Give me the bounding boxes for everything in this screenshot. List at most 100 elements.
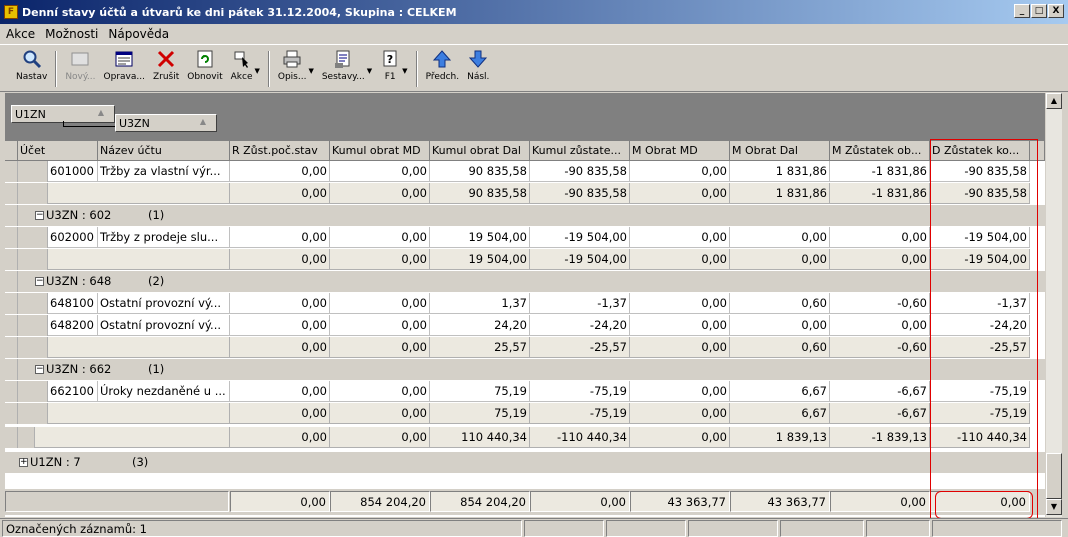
cell-m-zust-ob[interactable]: -0,60 (830, 337, 930, 358)
cell-kumul-md[interactable]: 0,00 (330, 161, 430, 182)
cell-kumul-dal[interactable]: 19 504,00 (430, 249, 530, 270)
cell-kumul-md[interactable]: 0,00 (330, 183, 430, 204)
collapse-icon[interactable]: − (35, 364, 44, 374)
cell-r-zust[interactable]: 0,00 (230, 315, 330, 336)
cell-kumul-zust[interactable]: -1,37 (530, 293, 630, 314)
f1-dropdown-icon[interactable]: ▼ (402, 67, 408, 75)
col-header-r-zust[interactable]: R Zůst.poč.stav (230, 141, 330, 161)
menu-akce[interactable]: Akce (6, 26, 36, 41)
cell-ucet[interactable]: 662100 (48, 381, 98, 402)
group-summary-row[interactable]: 0,00 0,00 75,19 -75,19 0,00 6,67 -6,67 -… (5, 403, 1045, 424)
expand-icon[interactable]: + (19, 457, 28, 467)
cell-m-zust-ob[interactable]: 0,00 (830, 315, 930, 336)
cell-r-zust[interactable]: 0,00 (230, 293, 330, 314)
cell-m-dal[interactable]: 0,00 (730, 315, 830, 336)
opis-button[interactable]: Opis... (274, 49, 311, 89)
table-row[interactable]: 662100 Úroky nezdaněné u ... 0,00 0,00 7… (5, 381, 1045, 402)
cell-d-zust-ko[interactable]: -19 504,00 (930, 227, 1030, 248)
cell-m-dal[interactable]: 0,00 (730, 249, 830, 270)
cell-kumul-dal[interactable]: 19 504,00 (430, 227, 530, 248)
cell-m-zust-ob[interactable]: 0,00 (830, 227, 930, 248)
cell-m-md[interactable]: 0,00 (630, 427, 730, 448)
nastav-button[interactable]: Nastav (12, 49, 51, 89)
cell-m-zust-ob[interactable]: -6,67 (830, 403, 930, 424)
cell-kumul-zust[interactable]: -90 835,58 (530, 183, 630, 204)
scroll-down-icon[interactable]: ▼ (1046, 499, 1062, 515)
cell-kumul-zust[interactable]: -19 504,00 (530, 249, 630, 270)
cell-kumul-zust[interactable]: -110 440,34 (530, 427, 630, 448)
cell-ucet[interactable]: 601000 (48, 161, 98, 182)
cell-r-zust[interactable]: 0,00 (230, 403, 330, 424)
cell-kumul-md[interactable]: 0,00 (330, 293, 430, 314)
cell-kumul-md[interactable]: 0,00 (330, 381, 430, 402)
cell-nazev[interactable]: Ostatní provozní vý... (98, 293, 230, 314)
cell-kumul-zust[interactable]: -75,19 (530, 381, 630, 402)
cell-kumul-dal[interactable]: 110 440,34 (430, 427, 530, 448)
table-row[interactable]: 601000 Tržby za vlastní výr... 0,00 0,00… (5, 161, 1045, 182)
nasl-button[interactable]: Násl. (463, 49, 493, 89)
cell-d-zust-ko[interactable]: -75,19 (930, 381, 1030, 402)
cell-m-dal[interactable]: 6,67 (730, 381, 830, 402)
group-summary-row[interactable]: 0,00 0,00 90 835,58 -90 835,58 0,00 1 83… (5, 183, 1045, 204)
cell-m-zust-ob[interactable]: -6,67 (830, 381, 930, 402)
cell-m-md[interactable]: 0,00 (630, 381, 730, 402)
cell-r-zust[interactable]: 0,00 (230, 249, 330, 270)
predch-button[interactable]: Předch. (422, 49, 464, 89)
table-row[interactable]: 648100 Ostatní provozní vý... 0,00 0,00 … (5, 293, 1045, 314)
opis-dropdown-icon[interactable]: ▼ (308, 67, 314, 75)
group-header-row[interactable]: + U1ZN : 7 (3) (5, 452, 1045, 473)
group-header-row[interactable]: − U3ZN : 602 (1) (5, 205, 1045, 226)
close-button[interactable]: X (1048, 4, 1064, 18)
cell-kumul-zust[interactable]: -19 504,00 (530, 227, 630, 248)
scroll-thumb[interactable] (1046, 453, 1062, 499)
cell-m-dal[interactable]: 0,60 (730, 337, 830, 358)
cell-kumul-md[interactable]: 0,00 (330, 315, 430, 336)
sestavy-dropdown-icon[interactable]: ▼ (366, 67, 373, 75)
cell-kumul-zust[interactable]: -90 835,58 (530, 161, 630, 182)
cell-d-zust-ko[interactable]: -75,19 (930, 403, 1030, 424)
col-header-m-md[interactable]: M Obrat MD (630, 141, 730, 161)
cell-m-dal[interactable]: 1 839,13 (730, 427, 830, 448)
maximize-button[interactable]: □ (1031, 4, 1047, 18)
cell-nazev[interactable]: Ostatní provozní vý... (98, 315, 230, 336)
col-header-nazev[interactable]: Název účtu (98, 141, 230, 161)
cell-kumul-zust[interactable]: -24,20 (530, 315, 630, 336)
group-header-row[interactable]: − U3ZN : 648 (2) (5, 271, 1045, 292)
collapse-icon[interactable]: − (35, 210, 44, 220)
cell-ucet[interactable]: 602000 (48, 227, 98, 248)
cell-m-md[interactable]: 0,00 (630, 161, 730, 182)
cell-kumul-dal[interactable]: 90 835,58 (430, 183, 530, 204)
minimize-button[interactable]: _ (1014, 4, 1030, 18)
cell-d-zust-ko[interactable]: -110 440,34 (930, 427, 1030, 448)
u1zn-summary-row[interactable]: 0,00 0,00 110 440,34 -110 440,34 0,00 1 … (5, 427, 1045, 448)
f1-button[interactable]: ? F1 (376, 49, 404, 89)
cell-nazev[interactable]: Tržby z prodeje slu... (98, 227, 230, 248)
col-header-d-zust-ko[interactable]: D Zůstatek ko... (930, 141, 1030, 161)
cell-r-zust[interactable]: 0,00 (230, 381, 330, 402)
sestavy-button[interactable]: Sestavy... (318, 49, 369, 89)
cell-r-zust[interactable]: 0,00 (230, 337, 330, 358)
cell-kumul-dal[interactable]: 75,19 (430, 403, 530, 424)
akce-dropdown-icon[interactable]: ▼ (254, 67, 260, 75)
col-header-kumul-dal[interactable]: Kumul obrat Dal (430, 141, 530, 161)
cell-kumul-md[interactable]: 0,00 (330, 337, 430, 358)
group-summary-row[interactable]: 0,00 0,00 25,57 -25,57 0,00 0,60 -0,60 -… (5, 337, 1045, 358)
col-header-m-zust-ob[interactable]: M Zůstatek ob... (830, 141, 930, 161)
group-header-row[interactable]: − U3ZN : 662 (1) (5, 359, 1045, 380)
cell-kumul-dal[interactable]: 1,37 (430, 293, 530, 314)
cell-m-zust-ob[interactable]: -1 831,86 (830, 183, 930, 204)
cell-kumul-md[interactable]: 0,00 (330, 249, 430, 270)
cell-m-zust-ob[interactable]: 0,00 (830, 249, 930, 270)
group-summary-row[interactable]: 0,00 0,00 19 504,00 -19 504,00 0,00 0,00… (5, 249, 1045, 270)
table-row[interactable]: 602000 Tržby z prodeje slu... 0,00 0,00 … (5, 227, 1045, 248)
cell-m-md[interactable]: 0,00 (630, 337, 730, 358)
cell-m-md[interactable]: 0,00 (630, 293, 730, 314)
cell-m-md[interactable]: 0,00 (630, 403, 730, 424)
obnovit-button[interactable]: Obnovit (183, 49, 226, 89)
vertical-scrollbar[interactable]: ▲ ▼ (1046, 93, 1062, 517)
cell-kumul-dal[interactable]: 90 835,58 (430, 161, 530, 182)
table-row[interactable]: 648200 Ostatní provozní vý... 0,00 0,00 … (5, 315, 1045, 336)
cell-kumul-zust[interactable]: -75,19 (530, 403, 630, 424)
cell-m-dal[interactable]: 0,60 (730, 293, 830, 314)
cell-m-md[interactable]: 0,00 (630, 227, 730, 248)
